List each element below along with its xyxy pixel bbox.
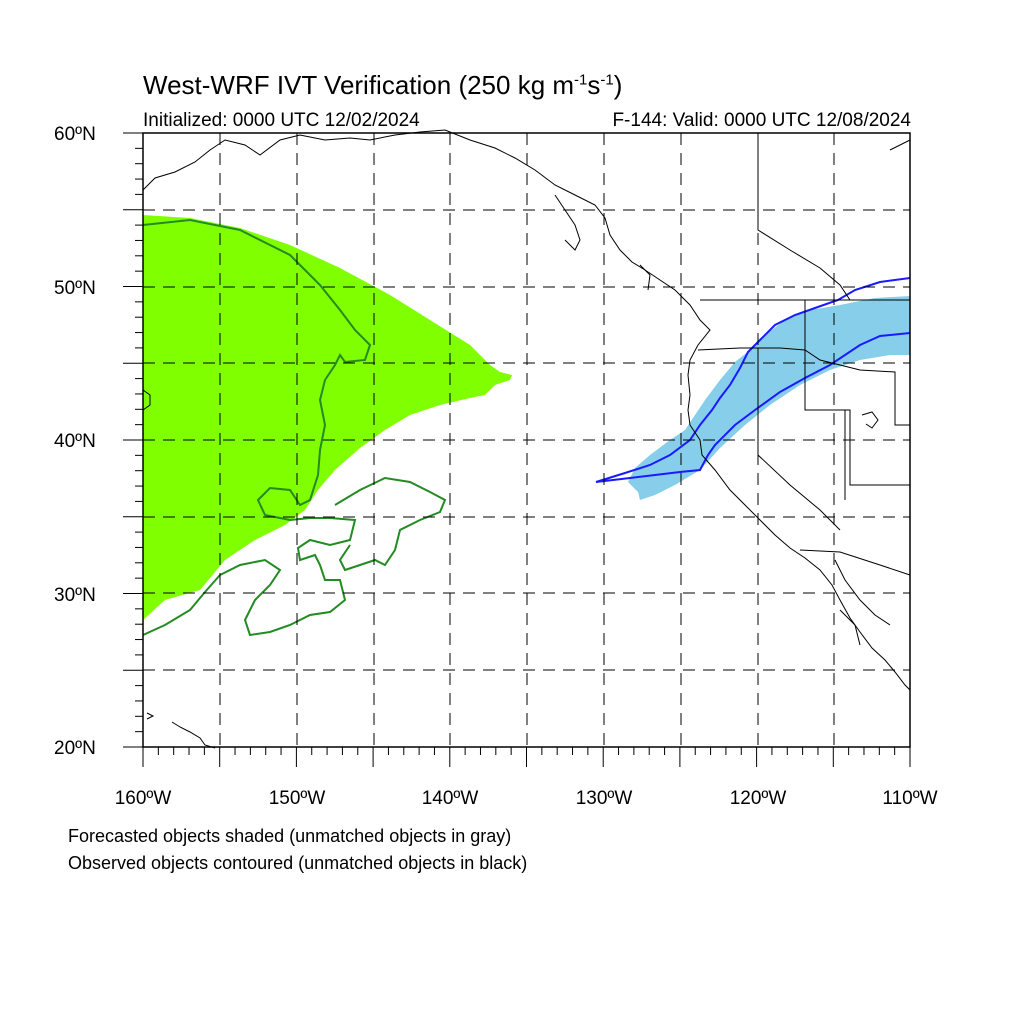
lon-label-120: 120ºW bbox=[730, 788, 787, 809]
lon-label-150: 150ºW bbox=[269, 788, 326, 809]
observed-contour-1b bbox=[334, 476, 447, 572]
lat-label-30: 30ºN bbox=[54, 585, 96, 606]
observed-contour-2 bbox=[595, 277, 911, 483]
lon-label-130: 130ºW bbox=[576, 788, 633, 809]
lat-label-40: 40ºN bbox=[54, 431, 96, 452]
forecast-object-2 bbox=[628, 296, 910, 500]
valid-time-label: F-144: Valid: 0000 UTC 12/08/2024 bbox=[612, 110, 911, 131]
forecast-object-1 bbox=[143, 215, 512, 620]
lon-label-160: 160ºW bbox=[115, 788, 172, 809]
gridlines bbox=[143, 133, 910, 747]
lon-label-110: 110ºW bbox=[882, 788, 937, 809]
lat-label-50: 50ºN bbox=[54, 278, 96, 299]
initialized-label: Initialized: 0000 UTC 12/02/2024 bbox=[143, 110, 420, 131]
lat-label-60: 60ºN bbox=[54, 124, 96, 145]
map-title: West-WRF IVT Verification (250 kg m-1s-1… bbox=[143, 70, 623, 100]
lon-label-140: 140ºW bbox=[422, 788, 479, 809]
lat-label-20: 20ºN bbox=[54, 738, 96, 759]
observed-contour-1 bbox=[142, 218, 372, 637]
axis-ticks bbox=[123, 132, 911, 767]
footnote-forecast: Forecasted objects shaded (unmatched obj… bbox=[68, 826, 512, 846]
footnote-observed: Observed objects contoured (unmatched ob… bbox=[68, 853, 528, 873]
